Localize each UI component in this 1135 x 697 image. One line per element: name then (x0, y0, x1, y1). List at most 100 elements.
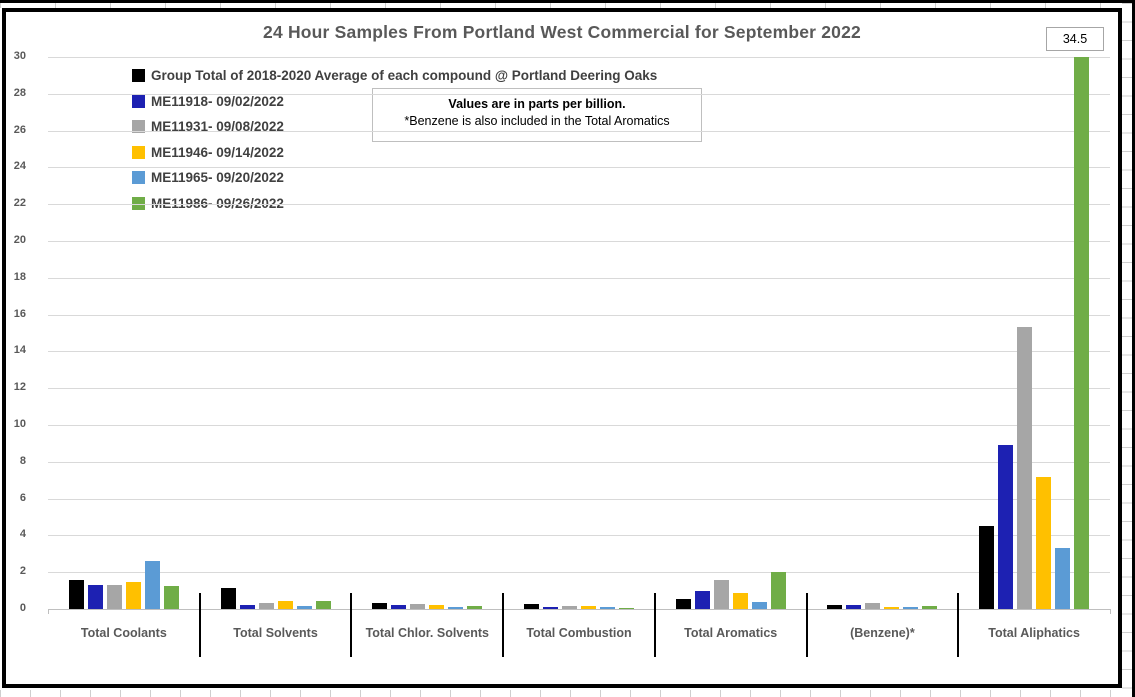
y-axis-tick-label: 10 (13, 418, 26, 430)
legend-label: Group Total of 2018-2020 Average of each… (151, 68, 658, 84)
gridline (48, 425, 1110, 426)
bar[interactable] (467, 606, 483, 609)
gridline (48, 204, 1110, 206)
bar[interactable] (884, 607, 900, 609)
category-label: Total Coolants (80, 626, 167, 640)
y-axis-tick-label: 6 (19, 491, 26, 504)
bar[interactable] (239, 605, 255, 609)
bar[interactable] (68, 580, 84, 609)
chart-title: 24 Hour Samples From Portland West Comme… (263, 22, 861, 42)
category-separator (502, 593, 505, 657)
chart-area[interactable]: 24 Hour Samples From Portland West Comme… (2, 8, 1122, 688)
x-axis-line (48, 609, 1110, 610)
legend-swatch-icon (132, 196, 145, 210)
y-axis-tick-label: 14 (13, 344, 26, 357)
legend-label: ME11965- 09/20/2022 (151, 170, 284, 186)
bar[interactable] (581, 606, 596, 609)
bar[interactable] (770, 572, 786, 609)
bar[interactable] (220, 587, 236, 609)
bar[interactable] (922, 606, 938, 609)
y-axis-tick-label: 24 (13, 160, 26, 173)
axis-end-tick (48, 609, 49, 614)
bar[interactable] (1055, 548, 1071, 609)
y-axis-tick-label: 8 (19, 454, 26, 467)
legend-swatch-icon (132, 145, 145, 159)
bar[interactable] (1036, 476, 1052, 609)
bar[interactable] (144, 561, 160, 609)
bar[interactable] (827, 605, 843, 609)
bar[interactable] (979, 526, 995, 609)
legend-item[interactable]: ME11931- 09/08/2022 (132, 114, 657, 140)
bar[interactable] (258, 603, 274, 609)
category-separator (350, 593, 353, 657)
y-axis-tick-label: 22 (13, 197, 26, 210)
legend-item[interactable]: ME11986- 09/26/2022 (132, 191, 657, 217)
gridline (48, 93, 1110, 95)
gridline (48, 351, 1110, 353)
bar[interactable] (751, 601, 767, 609)
legend-label: ME11918- 09/02/2022 (151, 93, 284, 109)
gridline (48, 277, 1110, 279)
bar[interactable] (410, 604, 426, 609)
bar[interactable] (713, 580, 729, 609)
y-axis-tick-label: 20 (13, 234, 26, 246)
category-separator (653, 593, 656, 657)
category-label: Total Solvents (233, 626, 318, 640)
legend-item[interactable]: Group Total of 2018-2020 Average of each… (132, 63, 657, 89)
gridline (48, 314, 1110, 316)
bar[interactable] (125, 582, 141, 609)
category-label: Total Aromatics (684, 626, 778, 640)
annotation-line2: *Benzene is also included in the Total A… (404, 114, 670, 128)
category-label: (Benzene)* (850, 626, 915, 640)
y-axis-tick-label: 16 (13, 307, 26, 320)
bar[interactable] (524, 604, 539, 609)
bar[interactable] (448, 607, 464, 609)
bar[interactable] (600, 607, 615, 609)
bar[interactable] (391, 605, 407, 609)
bar[interactable] (998, 445, 1014, 609)
category-label: Total Chlor. Solvents (365, 626, 489, 640)
window-edge-top (0, 0, 1135, 3)
gridline (48, 57, 1110, 58)
bar[interactable] (315, 600, 331, 609)
bar[interactable] (106, 585, 122, 609)
spreadsheet-cells-right (1122, 3, 1133, 690)
legend-swatch-icon (132, 94, 145, 108)
bar[interactable] (543, 607, 558, 609)
y-axis-tick-label: 18 (13, 270, 26, 283)
gridline (48, 388, 1110, 390)
bar[interactable] (732, 593, 748, 609)
bar[interactable] (675, 598, 691, 609)
legend-item[interactable]: ME11918- 09/02/2022 (132, 89, 657, 115)
category-separator (198, 593, 201, 657)
bar[interactable] (903, 607, 919, 609)
gridline (48, 167, 1110, 169)
gridline (48, 461, 1110, 463)
annotation-box: Values are in parts per billion. *Benzen… (372, 88, 702, 142)
legend-swatch-icon (132, 171, 145, 185)
bar[interactable] (1074, 57, 1090, 609)
bar[interactable] (846, 605, 862, 609)
legend-label: ME11946- 09/14/2022 (151, 144, 284, 160)
gridline (48, 498, 1110, 500)
legend-swatch-icon (132, 120, 145, 134)
bar[interactable] (372, 602, 388, 609)
bar[interactable] (296, 606, 312, 609)
bar[interactable] (562, 606, 577, 609)
bar[interactable] (694, 590, 710, 609)
legend-item[interactable]: ME11946- 09/14/2022 (132, 140, 657, 166)
annotation-line1: Values are in parts per billion. (448, 97, 626, 111)
bar[interactable] (1017, 327, 1033, 609)
category-separator (805, 593, 808, 657)
bar[interactable] (277, 600, 293, 609)
bar[interactable] (163, 586, 179, 609)
legend-item[interactable]: ME11965- 09/20/2022 (132, 165, 657, 191)
bar[interactable] (429, 605, 445, 609)
bar[interactable] (619, 608, 634, 609)
category-label: Total Combustion (526, 626, 632, 640)
gridline (48, 241, 1110, 242)
gridline (48, 130, 1110, 132)
legend-label: ME11931- 09/08/2022 (151, 119, 284, 135)
bar[interactable] (87, 585, 103, 609)
bar[interactable] (865, 603, 881, 609)
